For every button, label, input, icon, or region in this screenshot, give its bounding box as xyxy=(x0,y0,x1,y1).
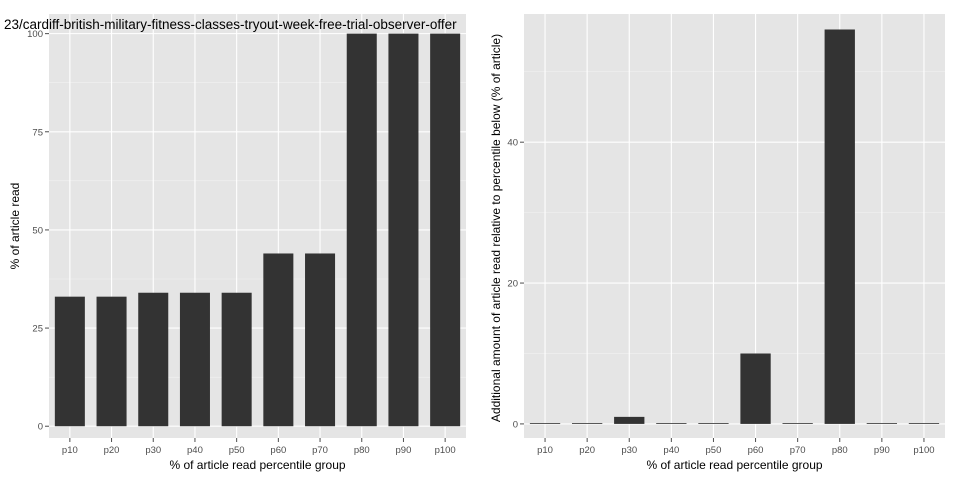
bars xyxy=(54,33,461,427)
bar-p70 xyxy=(305,253,336,427)
chart-title: 23/cardiff-british-military-fitness-clas… xyxy=(4,17,457,32)
x-tick-label: p20 xyxy=(104,445,120,456)
x-tick-label: p50 xyxy=(229,445,245,456)
y-axis: 0 25 50 75 100 xyxy=(27,29,49,433)
x-tick-label: p80 xyxy=(832,445,848,456)
y-axis-title: % of article read xyxy=(8,183,22,270)
bar-p60 xyxy=(263,253,294,427)
bar-p50 xyxy=(698,423,729,424)
x-tick-label: p40 xyxy=(663,445,679,456)
bar-p10 xyxy=(54,296,85,427)
x-tick-label: p30 xyxy=(621,445,637,456)
bar-p20 xyxy=(96,296,127,427)
x-tick-label: p10 xyxy=(537,445,553,456)
bar-p90 xyxy=(388,33,419,427)
x-tick-label: p50 xyxy=(706,445,722,456)
y-tick-label: 50 xyxy=(32,225,43,236)
x-tick-label: p20 xyxy=(579,445,595,456)
x-axis-title: % of article read percentile group xyxy=(169,458,345,472)
bar-p30 xyxy=(614,416,645,424)
x-tick-label: p100 xyxy=(435,445,456,456)
bar-p40 xyxy=(656,423,687,424)
bar-p50 xyxy=(221,292,252,427)
x-tick-label: p80 xyxy=(354,445,370,456)
x-tick-label: p70 xyxy=(790,445,806,456)
y-tick-label: 20 xyxy=(507,279,518,290)
chart-right: 0 20 40 p10 p20 p30 p40 p50 p60 p70 p80 p90 p100 % … xyxy=(489,14,945,472)
bar-p80 xyxy=(346,33,377,427)
x-tick-label: p10 xyxy=(62,445,78,456)
y-tick-label: 0 xyxy=(38,422,43,433)
bar-p80 xyxy=(824,29,855,424)
y-tick-label: 25 xyxy=(32,324,43,335)
bar-p40 xyxy=(179,292,210,427)
bar-p10 xyxy=(529,423,561,424)
y-tick-label: 40 xyxy=(507,138,518,149)
x-axis: p10 p20 p30 p40 p50 p60 p70 p80 p90 p100 xyxy=(537,438,935,456)
bar-p30 xyxy=(138,292,169,427)
bar-p100 xyxy=(908,423,940,424)
x-tick-label: p90 xyxy=(874,445,890,456)
bar-p70 xyxy=(782,423,813,424)
x-tick-label: p70 xyxy=(312,445,328,456)
bar-p90 xyxy=(866,423,898,424)
x-tick-label: p100 xyxy=(913,445,934,456)
y-tick-label: 0 xyxy=(513,419,518,430)
x-axis: p10 p20 p30 p40 p50 p60 p70 p80 p90 p100 xyxy=(62,438,456,456)
x-tick-label: p40 xyxy=(187,445,203,456)
x-axis-title: % of article read percentile group xyxy=(646,458,822,472)
y-tick-label: 100 xyxy=(27,29,43,40)
bar-p20 xyxy=(571,423,603,424)
bar-p60 xyxy=(740,353,771,424)
x-tick-label: p60 xyxy=(748,445,764,456)
y-tick-label: 75 xyxy=(32,127,43,138)
bars xyxy=(529,29,940,424)
x-tick-label: p90 xyxy=(396,445,412,456)
y-axis-title: Additional amount of article read relati… xyxy=(489,34,503,422)
panel-background xyxy=(524,14,945,438)
bar-p100 xyxy=(430,33,461,427)
x-tick-label: p60 xyxy=(270,445,286,456)
y-axis: 0 20 40 xyxy=(507,138,524,430)
x-tick-label: p30 xyxy=(145,445,161,456)
